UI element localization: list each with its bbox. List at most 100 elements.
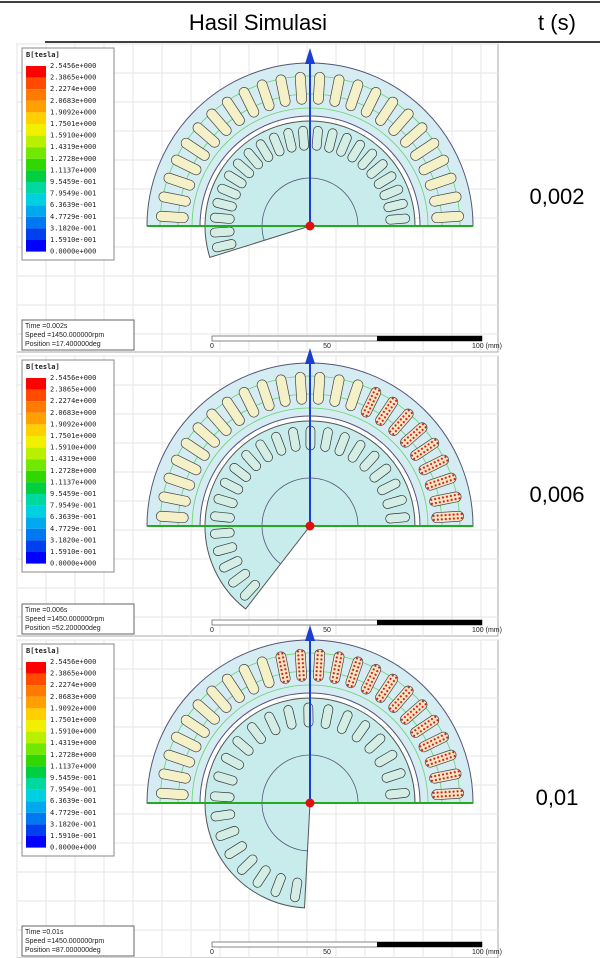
legend-swatch	[26, 89, 46, 101]
legend-label: 7.9549e-001	[50, 502, 96, 510]
scale-label: 0	[210, 949, 214, 956]
scale-label: 50	[323, 949, 331, 956]
legend-label: 0.0000e+000	[50, 248, 96, 256]
scale-label: 0	[210, 343, 214, 350]
legend-label: 1.5910e+000	[50, 132, 96, 140]
legend-label: 4.7729e-001	[50, 525, 96, 533]
legend-label: 1.7501e+000	[50, 120, 96, 128]
simulation-image: B[tesla]2.5456e+0002.3865e+0002.2274e+00…	[17, 44, 502, 352]
time-value: 0,002	[529, 184, 584, 209]
rotor-slot	[385, 512, 410, 523]
legend-swatch	[26, 529, 46, 541]
info-text: Speed =1450.000000rpm	[25, 938, 104, 945]
legend-label: 2.0683e+000	[50, 97, 96, 105]
stator-slot	[295, 72, 307, 105]
legend-swatch	[26, 101, 46, 113]
legend-swatch	[26, 552, 46, 564]
legend-label: 1.4319e+000	[50, 143, 96, 151]
legend-swatch	[26, 506, 46, 518]
stator-slot	[431, 511, 464, 523]
legend-swatch	[26, 240, 46, 252]
legend-label: 7.9549e-001	[50, 190, 96, 198]
legend-swatch	[26, 424, 46, 436]
legend-label: 2.2274e+000	[50, 681, 96, 689]
legend-swatch	[26, 448, 46, 460]
legend-swatch	[26, 217, 46, 229]
legend-label: 3.1820e-001	[50, 820, 96, 828]
legend-label: 1.2728e+000	[50, 751, 96, 759]
legend-swatch	[26, 378, 46, 390]
legend-label: 6.3639e-001	[50, 513, 96, 521]
legend-label: 1.5910e-001	[50, 548, 96, 556]
legend-label: 1.5910e-001	[50, 236, 96, 244]
legend-label: 3.1820e-001	[50, 536, 96, 544]
origin	[306, 222, 315, 231]
info-text: Position =52.200000deg	[25, 625, 101, 632]
legend-label: 4.7729e-001	[50, 213, 96, 221]
scale-label: 50	[323, 627, 331, 634]
info-text: Time =0.002s	[25, 323, 68, 330]
legend-label: 9.5459e-001	[50, 178, 96, 186]
legend-swatch	[26, 674, 46, 686]
scale-bar-fill	[377, 620, 482, 625]
legend-label: 2.5456e+000	[50, 374, 96, 382]
legend-label: 1.1137e+000	[50, 166, 96, 174]
rotor-slot	[210, 791, 235, 802]
legend-swatch	[26, 755, 46, 767]
legend-label: 2.3865e+000	[50, 670, 96, 678]
legend-swatch	[26, 836, 46, 848]
legend-label: 2.0683e+000	[50, 409, 96, 417]
legend-label: 4.7729e-001	[50, 809, 96, 817]
rotor-slot	[298, 126, 309, 151]
legend-swatch	[26, 778, 46, 790]
legend-label: 1.4319e+000	[50, 455, 96, 463]
legend-swatch	[26, 194, 46, 206]
stator-slot	[156, 211, 189, 223]
legend-label: 0.0000e+000	[50, 560, 96, 568]
stator-slot	[313, 372, 325, 405]
scale-label: 100 (mm)	[472, 627, 502, 634]
simulation-image: B[tesla]2.5456e+0002.3865e+0002.2274e+00…	[17, 348, 502, 636]
scale-bar-fill	[377, 336, 482, 341]
stator-slot	[156, 788, 189, 800]
legend-label: 1.7501e+000	[50, 432, 96, 440]
legend-label: 0.0000e+000	[50, 844, 96, 852]
legend-label: 2.0683e+000	[50, 693, 96, 701]
legend-swatch	[26, 766, 46, 778]
legend-title: B[tesla]	[26, 51, 60, 59]
info-text: Time =0.006s	[25, 607, 68, 614]
legend-swatch	[26, 182, 46, 194]
legend-swatch	[26, 390, 46, 402]
legend-label: 2.5456e+000	[50, 658, 96, 666]
legend-label: 9.5459e-001	[50, 490, 96, 498]
stator-slot	[313, 649, 325, 682]
legend-label: 2.3865e+000	[50, 386, 96, 394]
scale-bar-fill	[377, 942, 482, 947]
scale-label: 50	[323, 343, 331, 350]
stator-slot	[431, 211, 464, 223]
stator-slot	[313, 72, 325, 105]
legend-label: 3.1820e-001	[50, 224, 96, 232]
legend-swatch	[26, 170, 46, 182]
legend-label: 1.1137e+000	[50, 478, 96, 486]
rotor-slot	[210, 227, 235, 238]
rotor-slot	[210, 528, 235, 539]
origin	[306, 522, 315, 531]
legend-swatch	[26, 494, 46, 506]
legend-label: 2.3865e+000	[50, 74, 96, 82]
scale-label: 100 (mm)	[472, 343, 502, 350]
info-text: Position =17.400000deg	[25, 341, 101, 348]
header-cell: t (s)	[538, 10, 576, 35]
stator-slot	[156, 511, 189, 523]
results-table: Hasil Simulasi t (s) B[tesla]2.5456e+000…	[0, 0, 600, 958]
scale-label: 100 (mm)	[472, 949, 502, 956]
legend-label: 2.2274e+000	[50, 85, 96, 93]
legend-label: 1.2728e+000	[50, 155, 96, 163]
legend-label: 1.4319e+000	[50, 739, 96, 747]
legend-swatch	[26, 78, 46, 90]
legend-swatch	[26, 205, 46, 217]
legend-swatch	[26, 824, 46, 836]
info-text: Speed =1450.000000rpm	[25, 332, 104, 339]
legend-swatch	[26, 228, 46, 240]
simulation-image: B[tesla]2.5456e+0002.3865e+0002.2274e+00…	[17, 625, 502, 958]
